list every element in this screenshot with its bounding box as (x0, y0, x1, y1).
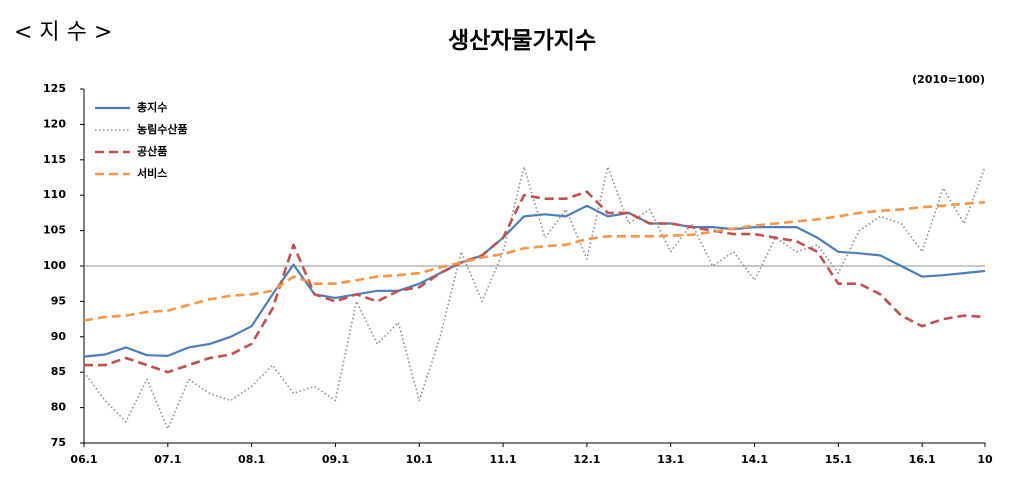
y-tick-label: 110 (43, 188, 66, 201)
y-tick-label: 100 (43, 259, 66, 272)
series-line (83, 201, 986, 322)
chart-title: 생산자물가지수 (448, 27, 596, 54)
x-tick-label: 15.1 (825, 453, 852, 466)
y-tick-label: 120 (43, 117, 66, 130)
series-line (83, 166, 986, 430)
y-tick-label: 90 (51, 330, 67, 343)
x-tick-label: 14.1 (741, 453, 768, 466)
series-line (83, 204, 986, 358)
x-tick-label: 08.1 (238, 453, 265, 466)
x-tick-label: 10.1 (406, 453, 433, 466)
legend-label: 농림수산품 (137, 122, 188, 136)
y-tick-label: 85 (51, 365, 66, 378)
x-tick-label: 06.1 (70, 453, 97, 466)
x-tick-label: 16.1 (909, 453, 936, 466)
x-tick-label: 09.1 (322, 453, 349, 466)
x-tick-label: 07.1 (154, 453, 181, 466)
header: < 지 수 > (14, 20, 112, 45)
legend-label: 공산품 (137, 144, 167, 158)
x-tick-label: 12.1 (573, 453, 600, 466)
series-line (84, 190, 986, 374)
y-tick-label: 115 (43, 153, 66, 166)
x-tick-label: 11.1 (489, 453, 516, 466)
legend-label: 서비스 (137, 166, 167, 180)
y-tick-label: 105 (43, 224, 66, 237)
y-tick-label: 80 (51, 401, 67, 414)
x-tick-label: 13.1 (657, 453, 684, 466)
annotation: (2010=100) (912, 73, 985, 86)
y-tick-label: 95 (51, 294, 66, 307)
x-tick-label: 10 (977, 453, 993, 466)
y-tick-label: 125 (43, 82, 66, 95)
y-tick-label: 75 (51, 436, 66, 449)
legend-label: 총지수 (137, 100, 167, 114)
